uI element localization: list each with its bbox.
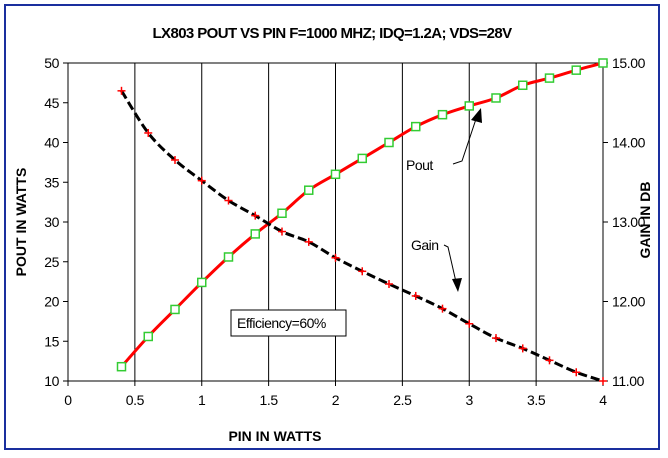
y-tick-label: 35: [44, 174, 59, 190]
series-line-pout: [122, 63, 604, 367]
data-point-pout: [144, 332, 152, 340]
data-point-pout: [225, 253, 233, 261]
y2-axis-label: GAIN IN DB: [637, 182, 653, 259]
x-tick-label: 0: [64, 392, 72, 408]
data-point-pout: [198, 278, 206, 286]
data-point-pout: [251, 230, 259, 238]
gain-leader-arrow: [452, 278, 462, 292]
y2-tick-label: 11.00: [612, 373, 645, 389]
x-tick-label: 3.5: [527, 392, 546, 408]
y2-tick-label: 12.00: [612, 294, 646, 310]
gain-annotation: Gain: [411, 237, 439, 253]
gain-leader-line: [444, 245, 456, 282]
data-point-pout: [519, 81, 527, 89]
pout-annotation: Pout: [406, 157, 433, 173]
y-axis-label: POUT IN WATTS: [13, 168, 29, 277]
x-tick-label: 2: [332, 392, 340, 408]
data-point-pout: [358, 154, 366, 162]
chart-title: LX803 POUT VS PIN F=1000 MHZ; IDQ=1.2A; …: [152, 25, 512, 42]
data-point-pout: [546, 74, 554, 82]
data-point-gain: [572, 368, 580, 376]
data-point-pout: [439, 111, 447, 119]
data-point-pout: [599, 59, 607, 67]
data-point-pout: [305, 186, 313, 194]
y-tick-label: 30: [44, 214, 59, 230]
y-tick-label: 20: [44, 294, 59, 310]
data-point-pout: [118, 363, 126, 371]
efficiency-annotation: Efficiency=60%: [237, 315, 326, 331]
data-point-pout: [385, 139, 393, 147]
x-tick-label: 1.5: [259, 392, 278, 408]
y2-tick-label: 14.00: [612, 135, 646, 151]
series-line-gain: [122, 91, 604, 381]
data-point-pout: [278, 209, 286, 217]
x-tick-label: 3: [466, 392, 474, 408]
y-axis-ticks: 10 15 20 25 30 35 40 45 50: [44, 55, 68, 389]
chart-frame: LX803 POUT VS PIN F=1000 MHZ; IDQ=1.2A; …: [4, 4, 660, 450]
y-tick-label: 15: [44, 333, 59, 349]
y-tick-label: 45: [44, 95, 59, 111]
data-point-pout: [572, 66, 580, 74]
x-tick-label: 0.5: [126, 392, 145, 408]
y-tick-label: 25: [44, 254, 59, 270]
data-point-pout: [412, 123, 420, 131]
x-axis-label: PIN IN WATTS: [228, 428, 321, 444]
series-lines: [122, 63, 604, 381]
x-tick-label: 1: [198, 392, 206, 408]
data-point-pout: [465, 102, 473, 110]
pout-leader-line: [453, 116, 477, 164]
series-markers: [118, 59, 608, 385]
y2-tick-label: 15.00: [612, 55, 646, 71]
data-point-pout: [332, 170, 340, 178]
data-point-gain: [599, 377, 607, 385]
x-axis-ticks: 0 0.5 1 1.5 2 2.5 3 3.5 4: [64, 381, 607, 408]
x-tick-label: 2.5: [393, 392, 412, 408]
data-point-pout: [171, 305, 179, 313]
y-tick-label: 10: [44, 373, 59, 389]
y-tick-label: 50: [44, 55, 59, 71]
chart: LX803 POUT VS PIN F=1000 MHZ; IDQ=1.2A; …: [6, 6, 658, 448]
data-point-pout: [492, 94, 500, 102]
y-tick-label: 40: [44, 135, 59, 151]
x-tick-label: 4: [599, 392, 607, 408]
